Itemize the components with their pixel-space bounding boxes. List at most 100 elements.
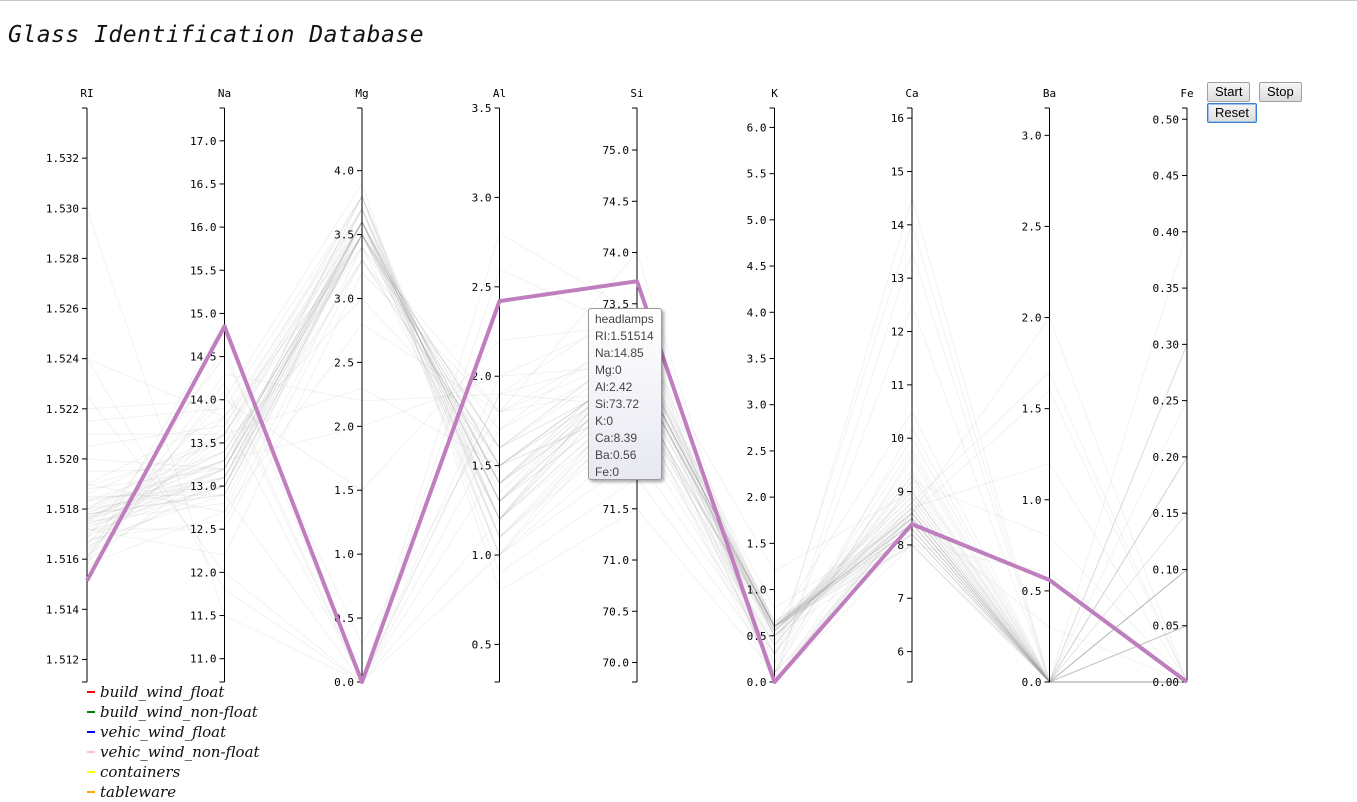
tooltip-line: Fe:0 [595,465,620,479]
legend-swatch [87,731,95,733]
axis-title: Ca [905,87,918,100]
legend-label: vehic_wind_float [100,723,227,741]
tick-label: 1.0 [747,584,767,597]
tick-label: 13.5 [190,437,217,450]
axis-ri: RI 1.512 1.514 1.516 1.518 1.520 1.522 1.524 1.5… [46,87,94,683]
tick-label: 17.0 [190,135,217,148]
tick-label: 1.5 [1022,403,1042,416]
legend-item[interactable]: vehic_wind_non-float [87,742,260,762]
tick-label: 2.5 [334,356,354,369]
axis-na: Na11.011.512.012.513.013.514.014.515.015… [190,87,231,683]
legend-label: vehic_wind_non-float [100,743,260,761]
tick-label: 71.0 [603,554,630,567]
tick-label: 13 [891,272,904,285]
tick-label: 10 [891,432,904,445]
legend-item[interactable]: vehic_wind_float [87,722,260,742]
tick-label: 1.0 [334,548,354,561]
legend-item[interactable]: tableware [87,782,260,802]
legend-swatch [87,751,95,753]
legend-item[interactable]: build_wind_float [87,682,260,702]
tick-label: 1.0 [472,549,492,562]
tick-label: 11.5 [190,610,217,623]
tick-label: 8 [897,539,904,552]
tick-label: 71.5 [603,503,630,516]
legend-swatch [87,711,95,713]
axes: RI1.5121.5141.5161.5181.5201.5221.5241.5… [46,87,1194,689]
tick-label: 15.5 [190,264,217,277]
axis-title: Fe [1180,87,1193,100]
tick-label: 3.0 [472,191,492,204]
tick-label: 2.5 [472,281,492,294]
legend-label: build_wind_non-float [100,703,258,721]
highlighted-line [85,279,1189,684]
tick-label: 0.0 [1022,676,1042,689]
top-divider [0,0,1357,1]
tick-label: 1.5 [472,460,492,473]
tick-label: 12.0 [190,566,217,579]
legend-label: containers [100,763,181,781]
axis-fe: Fe 0.00 0.05 0.10 0.15 0.20 0.25 0.30 0.35 0.40 0.… [1153,87,1194,689]
tick-label: 16.5 [190,178,217,191]
tick-label: 1.514 [46,603,79,616]
tick-label: 0.10 [1153,563,1180,576]
tick-label: 2.0 [472,370,492,383]
tick-label: 1.516 [46,553,79,566]
tick-label: 1.518 [46,503,79,516]
axis-title: Na [218,87,231,100]
tick-label: 1.528 [46,252,79,265]
tick-label: 16.0 [190,221,217,234]
tick-label: 3.5 [747,352,767,365]
tick-label: 5.5 [747,168,767,181]
tick-label: 1.532 [46,152,79,165]
tick-label: 0.50 [1153,113,1180,126]
start-button[interactable]: Start [1207,82,1251,102]
tick-label: 3.0 [747,399,767,412]
tooltip-line: Si:73.72 [595,397,640,411]
tick-label: 1.522 [46,403,79,416]
tick-label: 2.0 [334,420,354,433]
axis-ba: Ba 0.0 0.5 1.0 1.5 2.0 2.5 3.0 [1022,87,1057,689]
tick-label: 14.0 [190,394,217,407]
legend-swatch [87,691,95,693]
tick-label: 70.5 [603,605,630,618]
tick-label: 3.5 [472,102,492,115]
legend-label: tableware [100,783,177,801]
legend: build_wind_float build_wind_non-float ve… [87,682,260,802]
legend-swatch [87,791,95,793]
tick-label: 15.0 [190,307,217,320]
tick-label: 3.0 [1022,129,1042,142]
tick-label: 2.0 [747,491,767,504]
tick-label: 0.15 [1153,507,1180,520]
tooltip-class-name: headlamps [595,312,654,326]
reset-button[interactable]: Reset [1207,103,1257,123]
tick-label: 12 [891,326,904,339]
tick-label: 9 [897,486,904,499]
tooltip-line: RI:1.51514 [595,329,654,343]
tick-label: 1.526 [46,303,79,316]
tick-label: 4.0 [747,306,767,319]
legend-item[interactable]: containers [87,762,260,782]
tick-label: 0.0 [334,676,354,689]
tooltip-line: Ba:0.56 [595,448,637,462]
tooltip-line: Na:14.85 [595,346,644,360]
stop-button[interactable]: Stop [1259,82,1302,102]
tick-label: 0.05 [1153,620,1180,633]
legend-item[interactable]: build_wind_non-float [87,702,260,722]
tick-label: 3.0 [334,292,354,305]
axis-ca: Ca 6 7 8 9 10 11 12 13 14 15 16 [891,87,919,683]
tick-label: 2.5 [1022,220,1042,233]
tick-label: 1.5 [334,484,354,497]
tick-label: 0.0 [747,676,767,689]
tick-label: 0.25 [1153,395,1180,408]
tick-label: 70.0 [603,657,630,670]
tick-label: 0.45 [1153,170,1180,183]
axis-title: K [771,87,778,100]
record-tooltip: headlamps RI:1.51514 Na:14.85 Mg:0 Al:2.… [588,308,662,480]
tick-label: 15 [891,165,904,178]
tick-label: 1.530 [46,202,79,215]
tick-label: 75.0 [603,144,630,157]
tick-label: 7 [897,592,904,605]
tick-label: 4.0 [334,165,354,178]
tick-label: 6.0 [747,121,767,134]
